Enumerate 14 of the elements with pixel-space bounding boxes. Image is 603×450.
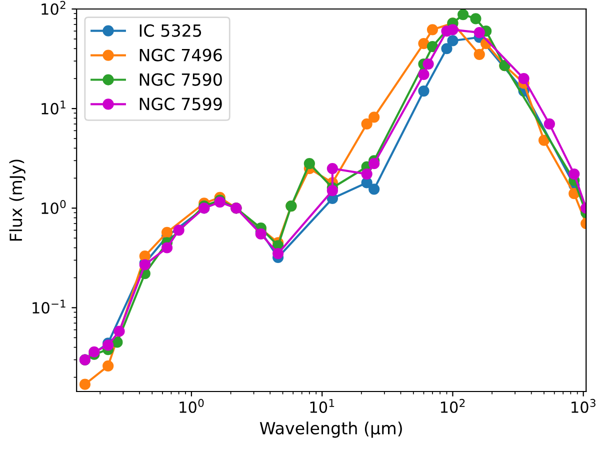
y-tick-label: 10$^{1}$	[42, 100, 66, 114]
legend-label: NGC 7590	[140, 73, 222, 86]
x-tick-label: 10$^{1}$	[310, 399, 334, 413]
legend-label: IC 5325	[140, 24, 202, 37]
y-axis-title: Flux (mJy)	[9, 160, 26, 241]
x-axis-title: Wavelength (μm)	[260, 422, 402, 438]
x-tick-label: 10$^{0}$	[180, 398, 204, 413]
y-tick-label: 10$^{0}$	[42, 200, 66, 214]
y-tick-label: 10$^{−1}$	[32, 300, 66, 314]
legend-label: NGC 7496	[140, 48, 222, 62]
x-tick-label: 10$^{3}$	[572, 398, 596, 413]
y-tick-label: 10$^{2}$	[42, 0, 66, 15]
legend-label: NGC 7599	[140, 98, 222, 110]
x-tick-label: 10$^{2}$	[440, 398, 465, 413]
